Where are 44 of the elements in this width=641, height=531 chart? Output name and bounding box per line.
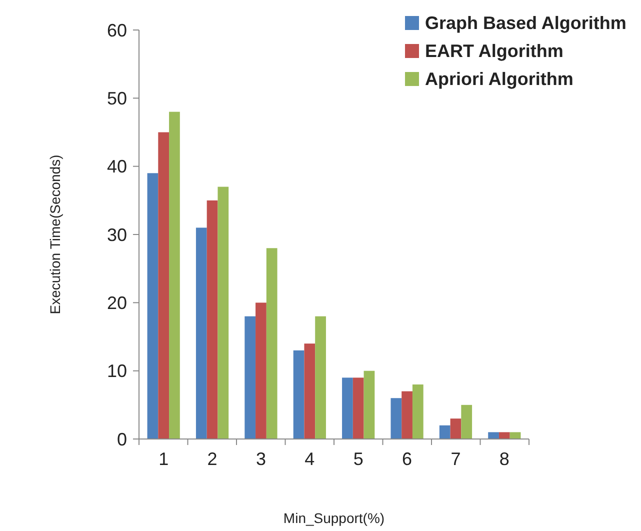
- y-tick-label: 0: [116, 429, 127, 450]
- y-tick-label: 30: [106, 224, 127, 245]
- bar: [450, 418, 462, 439]
- x-tick-label: 6: [402, 449, 412, 469]
- bar: [304, 344, 316, 439]
- bar: [169, 112, 180, 439]
- bar: [364, 370, 375, 439]
- x-tick-label: 3: [256, 449, 266, 469]
- bar: [147, 173, 158, 439]
- bar: [256, 302, 266, 439]
- x-axis-title: Min_Support(%): [283, 510, 385, 526]
- y-axis-title: Execution Time(Seconds): [47, 154, 63, 314]
- x-tick-label: 8: [499, 449, 510, 469]
- bar: [510, 432, 521, 439]
- bar: [206, 200, 218, 439]
- y-tick-label: 10: [106, 361, 127, 382]
- bar: [158, 132, 170, 439]
- y-tick-label: 60: [106, 20, 127, 40]
- legend-label: Apriori Algorithm: [425, 69, 574, 89]
- bar: [390, 398, 402, 439]
- bar: [218, 186, 229, 439]
- bar: [412, 384, 424, 439]
- x-tick-label: 5: [353, 449, 364, 469]
- bar: [315, 316, 326, 439]
- bar: [461, 404, 472, 439]
- bar: [244, 316, 256, 439]
- legend-label: EART Algorithm: [425, 41, 564, 61]
- x-tick-label: 4: [304, 449, 315, 469]
- bar: [439, 425, 450, 439]
- x-tick-label: 1: [158, 449, 169, 469]
- bar: [352, 378, 364, 439]
- y-tick-label: 50: [106, 88, 127, 108]
- bar: [293, 350, 304, 439]
- bar: [196, 228, 207, 439]
- y-tick-label: 20: [106, 292, 127, 313]
- x-tick-label: 7: [450, 449, 461, 469]
- bar: [266, 248, 278, 439]
- bar: [498, 432, 510, 439]
- bar: [488, 432, 499, 439]
- bar: [402, 391, 412, 439]
- legend-label: Graph Based Algorithm: [425, 13, 626, 33]
- y-tick-label: 40: [106, 156, 127, 177]
- x-tick-label: 2: [207, 449, 218, 469]
- bar: [342, 378, 353, 439]
